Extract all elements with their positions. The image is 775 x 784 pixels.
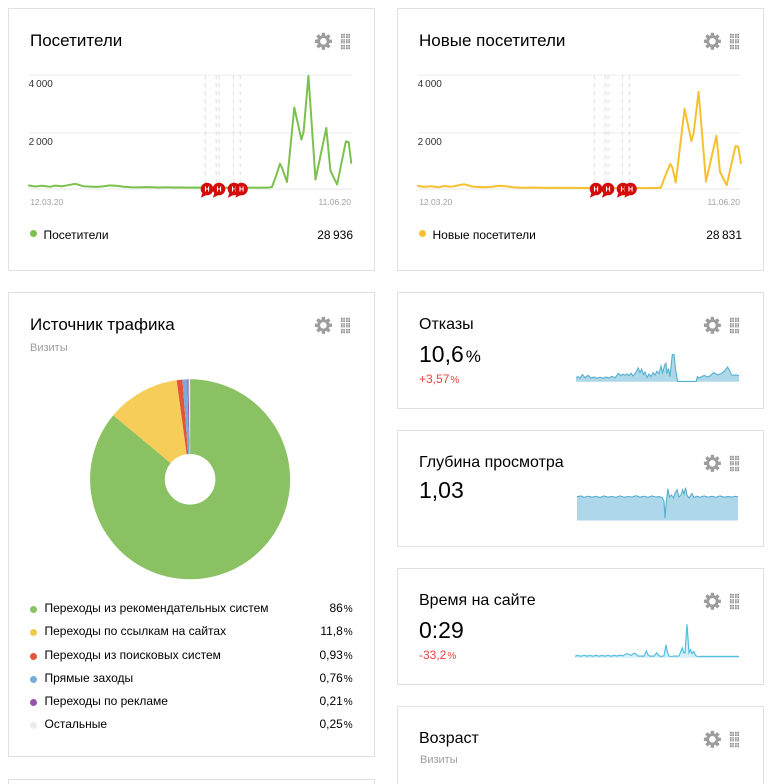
svg-text:H: H <box>620 186 625 193</box>
svg-text:H: H <box>204 186 209 193</box>
svg-text:H: H <box>593 186 598 193</box>
svg-text:H: H <box>231 186 236 193</box>
svg-text:H: H <box>628 186 633 193</box>
svg-text:H: H <box>605 186 610 193</box>
svg-text:H: H <box>239 186 244 193</box>
svg-text:H: H <box>216 186 221 193</box>
